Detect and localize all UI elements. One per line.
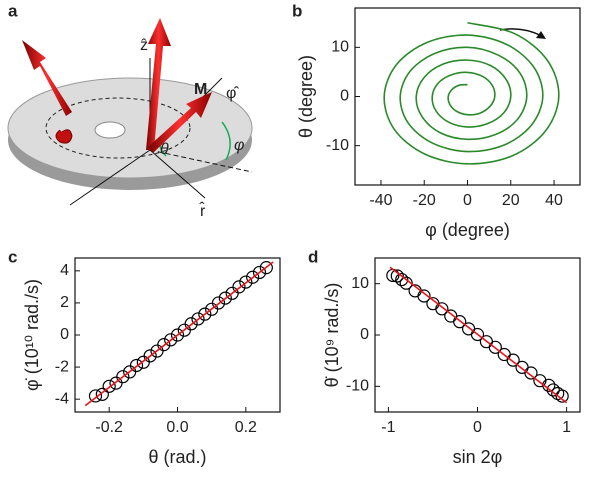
point xyxy=(95,387,109,401)
point xyxy=(232,280,246,294)
arrow-side xyxy=(22,40,72,116)
point xyxy=(218,291,232,305)
axis-dashed xyxy=(149,149,253,173)
point xyxy=(488,340,502,354)
point xyxy=(453,315,467,329)
chart: c -0.2 0.0 0.2 -4 -2 0 2 4 θ (rad.) φ̇ (10¹⁰ rad./… xyxy=(8,247,281,467)
point xyxy=(211,296,226,310)
rotation-arrowhead xyxy=(536,31,546,39)
y-axis-label: θ (degree) xyxy=(296,55,316,138)
y-tick-label: 10 xyxy=(351,275,369,292)
point xyxy=(259,261,273,275)
point xyxy=(184,317,198,331)
diagram-label: ẑ xyxy=(140,37,148,54)
x-tick-label: -40 xyxy=(369,192,392,209)
arrow-m xyxy=(148,92,212,153)
x-tick-label: -20 xyxy=(413,192,436,209)
diagram-label: r̂ xyxy=(199,200,206,220)
y-tick-label: 10 xyxy=(331,39,349,56)
panel-label: c xyxy=(8,247,17,266)
plot-frame xyxy=(74,257,281,413)
point xyxy=(470,327,485,342)
panel-label: b xyxy=(292,1,302,20)
arrow-z xyxy=(146,18,171,150)
disk-top xyxy=(7,77,253,179)
x-tick-label: 0.2 xyxy=(235,419,257,436)
y-tick-label: 0 xyxy=(60,326,69,343)
point xyxy=(546,383,560,397)
point xyxy=(524,366,538,380)
point xyxy=(417,289,431,303)
point xyxy=(198,307,212,321)
y-tick-label: 0 xyxy=(340,88,349,105)
x-tick-label: 0.0 xyxy=(166,419,188,436)
panel-label: d xyxy=(308,247,318,266)
point xyxy=(395,272,409,287)
y-tick-label: -4 xyxy=(55,390,69,407)
point xyxy=(143,349,157,363)
line xyxy=(383,21,560,165)
point xyxy=(399,276,413,290)
plot-frame xyxy=(374,257,581,413)
point xyxy=(252,265,267,280)
x-tick-label: -1 xyxy=(381,419,395,436)
diagram: a ẑ φ̂ M θ φ r̂ xyxy=(7,1,253,220)
x-axis-label: θ (rad.) xyxy=(148,447,206,467)
point xyxy=(191,312,205,326)
point xyxy=(116,370,130,384)
point xyxy=(170,328,185,342)
point xyxy=(555,389,569,403)
point xyxy=(164,333,178,347)
y-tick-label: -10 xyxy=(346,378,369,395)
point xyxy=(157,338,171,352)
y-tick-label: -10 xyxy=(326,137,349,154)
point xyxy=(506,353,520,367)
x-tick-label: 20 xyxy=(502,192,520,209)
panel-label: a xyxy=(8,1,18,20)
point xyxy=(246,270,260,284)
x-tick-label: 40 xyxy=(545,192,563,209)
x-axis-label: sin 2φ xyxy=(453,447,503,467)
line xyxy=(389,266,568,404)
y-axis-label: θ̇ (10⁹ rad./s) xyxy=(322,283,342,388)
y-tick-label: -2 xyxy=(55,358,69,375)
diagram-label: φ xyxy=(234,137,244,154)
line xyxy=(84,261,274,407)
y-tick-label: 0 xyxy=(360,326,369,343)
x-tick-label: -0.2 xyxy=(95,419,123,436)
y-axis-label: φ̇ (10¹⁰ rad./s) xyxy=(22,279,42,391)
orbit xyxy=(45,97,191,159)
x-tick-label: 0 xyxy=(463,192,472,209)
phi-angle xyxy=(221,121,231,161)
chart: b -40 -20 0 20 40 -10 0 10 φ (degree) θ (degree) xyxy=(292,1,581,240)
y-tick-label: 2 xyxy=(60,294,69,311)
x-tick-label: 0 xyxy=(473,419,482,436)
y-tick-label: 4 xyxy=(60,262,69,279)
axis-back xyxy=(69,149,151,206)
point xyxy=(435,302,449,316)
x-axis-label: φ (degree) xyxy=(425,220,510,240)
point xyxy=(88,389,103,403)
point xyxy=(390,269,404,283)
r-axis xyxy=(149,149,206,199)
plot-frame xyxy=(354,7,581,186)
x-tick-label: 1 xyxy=(562,419,571,436)
disk-hole xyxy=(94,121,126,139)
diagram-label: M xyxy=(194,81,207,98)
diagram-label: φ̂ xyxy=(226,85,239,102)
point xyxy=(129,358,144,373)
point xyxy=(239,275,253,289)
spiral-marker xyxy=(55,129,73,144)
point xyxy=(102,379,116,393)
diagram-label: θ xyxy=(160,141,169,158)
